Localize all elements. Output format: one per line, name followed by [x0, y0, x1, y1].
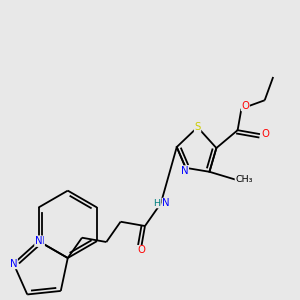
Text: N: N: [10, 259, 17, 269]
Text: H: H: [153, 199, 161, 208]
Text: N: N: [35, 236, 42, 246]
Text: O: O: [261, 129, 269, 139]
Text: CH₃: CH₃: [235, 175, 253, 184]
Text: O: O: [137, 245, 145, 256]
Text: N: N: [181, 166, 188, 176]
Text: O: O: [242, 101, 249, 111]
Text: N: N: [162, 198, 169, 208]
Text: N: N: [37, 236, 44, 246]
Text: S: S: [194, 122, 201, 132]
